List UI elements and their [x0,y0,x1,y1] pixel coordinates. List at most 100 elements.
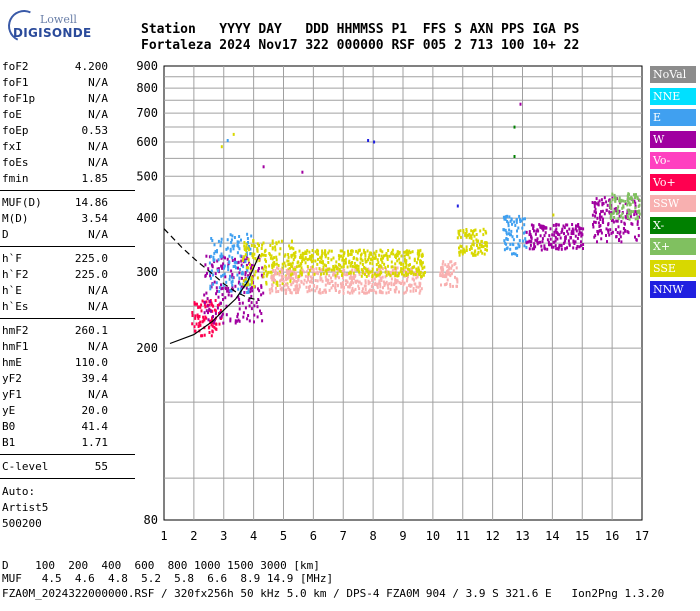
echo-point [347,249,349,253]
echo-point [226,246,229,250]
echo-point [220,240,223,244]
echo-point [247,314,250,317]
echo-point [200,334,203,338]
echo-point [484,229,487,233]
echo-point [371,262,374,266]
echo-point [245,266,248,270]
echo-point [349,253,352,256]
echo-point [523,244,526,248]
echo-point [568,227,571,231]
echo-point [470,234,472,238]
echo-point [364,291,367,295]
echo-point [555,223,558,227]
echo-point [227,293,230,297]
echo-point [317,257,319,261]
echo-point [260,284,263,288]
echo-point [325,278,328,282]
echo-point [637,226,640,230]
echo-point [514,252,517,256]
echo-point [221,286,224,290]
echo-point [216,259,219,263]
echo-point [562,241,565,245]
echo-point [380,291,383,295]
echo-point [625,216,628,220]
echo-point [239,254,242,258]
echo-point [600,237,603,241]
echo-point [338,267,341,271]
echo-point [361,269,364,273]
echo-point [394,269,397,273]
echo-point [265,282,268,286]
echo-point [389,270,392,274]
echo-point [506,220,509,223]
echo-point [320,261,323,264]
y-tick-label: 300 [136,265,158,279]
echo-point [225,304,228,308]
echo-point [327,267,330,271]
echo-point [321,260,324,264]
echo-point [219,308,222,312]
param-row: hmE 110.0 [2,356,108,369]
echo-point [513,125,516,129]
echo-point [385,280,388,284]
echo-point [629,212,632,216]
echo-point [340,254,343,258]
echo-point [636,222,639,226]
echo-point [390,265,393,269]
echo-point [244,248,246,252]
echo-point [306,270,309,274]
echo-point [456,278,459,282]
echo-point [392,252,395,256]
echo-point [211,265,214,269]
echo-point [503,248,506,252]
echo-point [246,291,249,294]
echo-point [553,230,556,234]
echo-point [550,245,553,249]
echo-point [215,281,218,285]
echo-point [371,258,374,262]
echo-point [300,280,303,284]
echo-point [210,269,213,273]
echo-point [201,320,204,324]
echo-point [239,267,241,271]
echo-point [638,199,641,203]
echo-point [270,275,273,279]
echo-point [373,256,376,260]
echo-point [375,273,378,277]
echo-point [253,304,256,308]
echo-point [339,269,342,273]
echo-point [379,267,382,271]
echo-point [386,283,389,287]
echo-point [406,275,409,279]
echo-point [229,249,232,253]
echo-point [377,265,380,269]
echo-point [450,260,453,264]
echo-point [229,317,232,321]
echo-point [238,298,241,301]
echo-point [504,228,507,232]
echo-point [610,231,613,235]
echo-point [258,244,260,247]
echo-point [222,321,225,325]
echo-point [512,243,515,247]
param-row: foEs N/A [2,156,108,169]
echo-point [219,244,222,248]
echo-point [618,209,621,213]
footer-info: D 100 200 400 600 800 1000 1500 3000 [km… [0,559,700,611]
echo-point [299,271,302,275]
echo-point [405,259,408,263]
echo-point [287,286,290,290]
echo-point [346,280,349,284]
echo-point [237,287,240,291]
echo-point [378,253,381,257]
echo-point [615,207,618,211]
echo-point [241,270,244,274]
echo-point [191,322,194,326]
echo-point [526,240,529,244]
echo-point [371,270,374,274]
echo-point [303,278,306,282]
echo-point [279,247,282,251]
echo-point [215,286,218,290]
echo-point [440,274,443,278]
echo-point [332,273,334,277]
